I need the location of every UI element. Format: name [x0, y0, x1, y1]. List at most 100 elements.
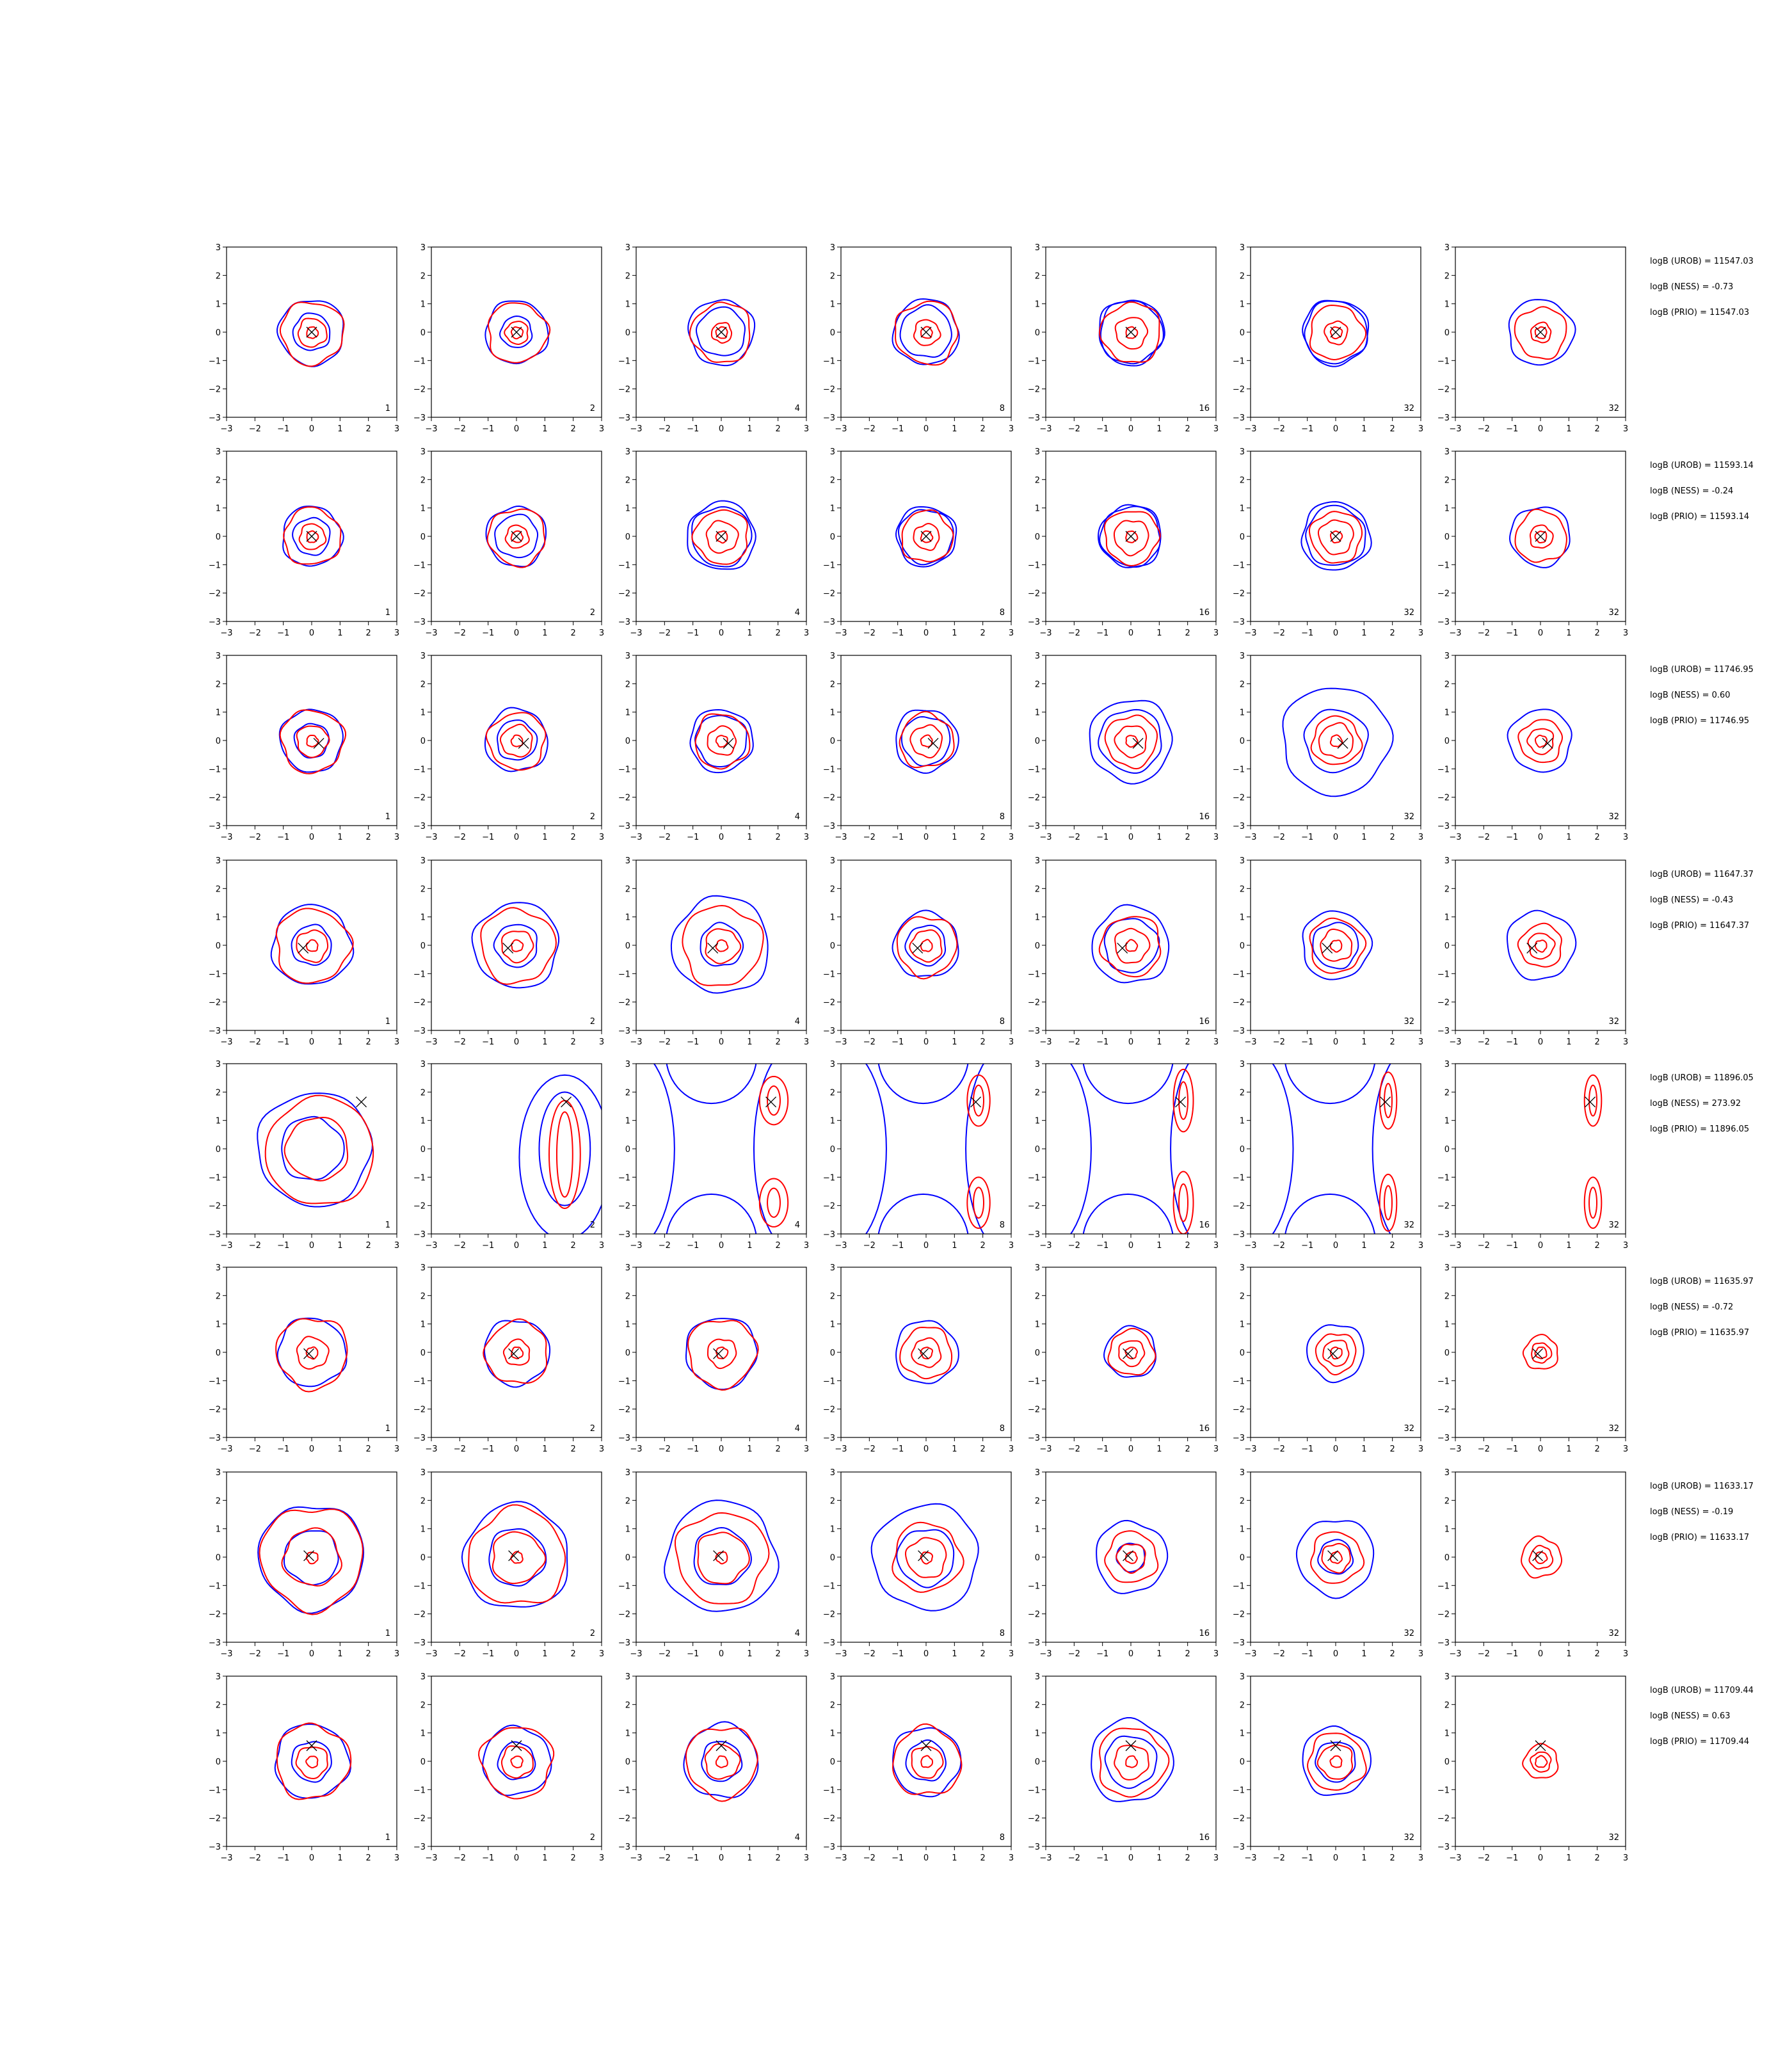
blue-contour	[1091, 904, 1170, 984]
y-tick-label: −1	[1233, 1377, 1245, 1386]
panel-r5-c4: −3 −2 −1 0 1 2 3 3 2 1 0 −1 −2 −3 8	[823, 1060, 1014, 1251]
y-tick-label: 2	[830, 1496, 835, 1506]
y-tick-label: −2	[1028, 1202, 1040, 1212]
panel-label: 2	[590, 1833, 595, 1843]
panel-r4-c4: −3 −2 −1 0 1 2 3 3 2 1 0 −1 −2 −3 8	[823, 856, 1014, 1047]
panel-label: 8	[1000, 1017, 1005, 1027]
y-tick-label: 3	[625, 243, 630, 253]
x-tick-label: 3	[804, 1853, 809, 1863]
x-tick-label: 1	[1566, 1037, 1571, 1047]
y-tick-label: −2	[1437, 589, 1450, 599]
red-contour	[758, 1075, 789, 1126]
y-tick-label: −2	[413, 385, 426, 395]
x-tick-label: −2	[1273, 1241, 1285, 1251]
panel-label: 4	[795, 404, 800, 413]
red-contour	[1588, 1187, 1598, 1219]
x-tick-label: 1	[1156, 1037, 1162, 1047]
contour-area	[895, 506, 957, 568]
panel-label: 8	[1000, 608, 1005, 618]
y-tick-label: 3	[420, 652, 426, 661]
x-tick-label: 0	[309, 628, 314, 638]
x-tick-label: −2	[1478, 1649, 1490, 1659]
blue-contour	[518, 1074, 602, 1234]
x-tick-label: 3	[804, 833, 809, 842]
y-tick-label: 3	[1240, 1060, 1245, 1069]
x-tick-label: −3	[1039, 1037, 1052, 1047]
y-tick-label: 3	[216, 652, 221, 661]
y-tick-label: −3	[209, 1843, 221, 1852]
contour-area	[275, 1317, 348, 1393]
y-tick-label: 3	[420, 243, 426, 253]
red-contour	[1103, 511, 1161, 566]
y-tick-label: −3	[413, 413, 426, 423]
x-tick-label: −1	[277, 1444, 289, 1454]
x-tick-label: 1	[1361, 833, 1366, 842]
x-tick-label: 3	[1418, 1037, 1423, 1047]
y-tick-label: 3	[1240, 447, 1245, 457]
row-annotation: logB (PRIO) = 11633.17	[1650, 1533, 1749, 1542]
contour-area	[687, 299, 756, 367]
x-tick-label: −1	[1506, 424, 1518, 434]
y-tick-label: 3	[1240, 1468, 1245, 1478]
x-tick-label: −1	[1301, 1649, 1313, 1659]
contour-area	[484, 300, 551, 365]
x-tick-label: 0	[1538, 1241, 1543, 1251]
blue-contour	[1089, 700, 1173, 785]
y-tick-label: 0	[1444, 1145, 1450, 1155]
contour-area	[461, 1501, 568, 1608]
x-tick-label: 1	[1361, 1853, 1366, 1863]
y-tick-label: 2	[420, 680, 426, 689]
blue-contour	[905, 1739, 947, 1782]
x-tick-label: 0	[309, 1241, 314, 1251]
x-tick-label: 3	[1623, 833, 1628, 842]
contour-area	[270, 904, 355, 985]
blue-contour	[693, 1526, 752, 1585]
row-annotation: logB (UROB) = 11635.97	[1650, 1277, 1754, 1286]
x-tick-label: −3	[220, 1444, 232, 1454]
x-tick-label: 0	[1333, 1037, 1338, 1047]
x-tick-label: 2	[1595, 1241, 1600, 1251]
y-tick-label: 2	[216, 1088, 221, 1098]
x-tick-label: −1	[1506, 1649, 1518, 1659]
red-contour	[909, 929, 943, 963]
y-tick-label: 3	[1444, 243, 1450, 253]
x-tick-label: −1	[1096, 1649, 1108, 1659]
x-tick-label: 3	[599, 424, 604, 434]
red-contour	[501, 931, 534, 964]
y-tick-label: −3	[618, 822, 630, 831]
axes-frame	[1455, 1471, 1626, 1643]
contour-area	[870, 1503, 979, 1612]
red-contour	[295, 1747, 328, 1779]
x-tick-label: −1	[1301, 833, 1313, 842]
y-tick-label: −1	[1437, 1173, 1450, 1183]
y-tick-label: −1	[1233, 356, 1245, 366]
red-contour	[691, 509, 748, 565]
y-tick-label: 3	[625, 1672, 630, 1682]
panel-label: 32	[1608, 404, 1619, 413]
x-tick-label: −1	[277, 1853, 289, 1863]
true-value-marker	[508, 1550, 520, 1562]
red-contour	[715, 326, 728, 339]
y-tick-label: 1	[420, 300, 426, 310]
panel-r1-c4: −3 −2 −1 0 1 2 3 3 2 1 0 −1 −2 −3 8	[823, 243, 1014, 434]
blue-contour	[292, 312, 331, 351]
red-contour	[480, 907, 557, 985]
x-tick-label: −3	[1449, 1853, 1461, 1863]
y-tick-label: 1	[1240, 1729, 1245, 1739]
y-tick-label: 0	[1035, 1553, 1040, 1563]
y-tick-label: 3	[830, 1672, 835, 1682]
x-tick-label: 1	[1566, 1853, 1571, 1863]
red-contour	[1114, 317, 1149, 350]
x-tick-label: 0	[1538, 424, 1543, 434]
red-contour	[1322, 1340, 1350, 1367]
x-tick-label: 2	[366, 1444, 371, 1454]
x-tick-label: −2	[454, 628, 466, 638]
axes-frame	[1250, 1676, 1421, 1847]
y-tick-label: −1	[1233, 561, 1245, 570]
x-tick-label: 1	[1361, 1444, 1366, 1454]
red-contour	[1124, 1551, 1138, 1564]
x-tick-label: 2	[980, 1853, 986, 1863]
